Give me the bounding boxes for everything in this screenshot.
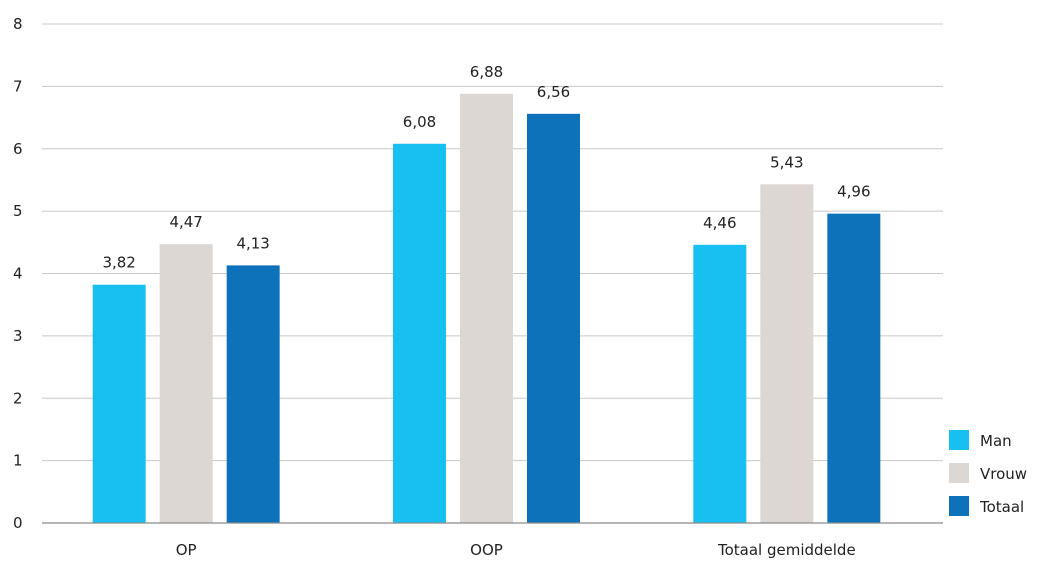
data-label: 6,08 [403,113,436,131]
legend-swatch-vrouw [949,463,969,483]
bar-man-2 [693,244,747,523]
legend-swatch-man [949,430,969,450]
y-tick-label: 5 [13,202,23,220]
bar-vrouw-1 [460,93,513,524]
y-tick-label: 3 [13,327,23,345]
x-category-label: OOP [470,541,503,559]
y-tick-label: 8 [13,15,23,33]
x-category-label: Totaal gemiddelde [717,541,856,559]
bar-totaal-1 [527,113,580,523]
data-label: 6,56 [537,83,570,101]
bar-vrouw-2 [760,184,814,523]
legend-label: Man [980,432,1012,450]
y-tick-label: 1 [13,452,23,470]
legend-swatch-totaal [949,496,969,516]
bar-vrouw-0 [159,244,213,523]
data-label: 5,43 [770,153,803,171]
bar-totaal-0 [226,265,280,523]
data-label: 3,82 [102,254,135,272]
y-tick-label: 2 [13,389,23,407]
data-label: 6,88 [470,63,503,81]
x-axis: OP OOP Totaal gemiddelde [42,522,943,559]
bars [92,93,881,524]
legend-label: Totaal [979,498,1024,516]
y-tick-label: 4 [13,265,23,283]
legend-label: Vrouw [980,465,1027,483]
bar-man-0 [92,284,146,523]
bar-totaal-2 [827,213,881,523]
y-tick-label: 7 [13,77,23,95]
data-label: 4,46 [703,214,736,232]
bar-man-1 [393,143,446,523]
data-label: 4,13 [236,234,269,252]
legend: Man Vrouw Totaal [949,430,1027,516]
y-tick-label: 6 [13,140,23,158]
x-category-label: OP [176,541,197,559]
data-label: 4,96 [837,183,870,201]
data-labels: 3,82 4,47 4,13 6,08 6,88 6,56 4,46 5,43 4,96 [102,63,870,272]
y-axis-ticks: 0 1 2 3 4 5 6 7 8 [13,15,23,532]
data-label: 4,47 [169,213,202,231]
y-tick-label: 0 [13,514,23,532]
